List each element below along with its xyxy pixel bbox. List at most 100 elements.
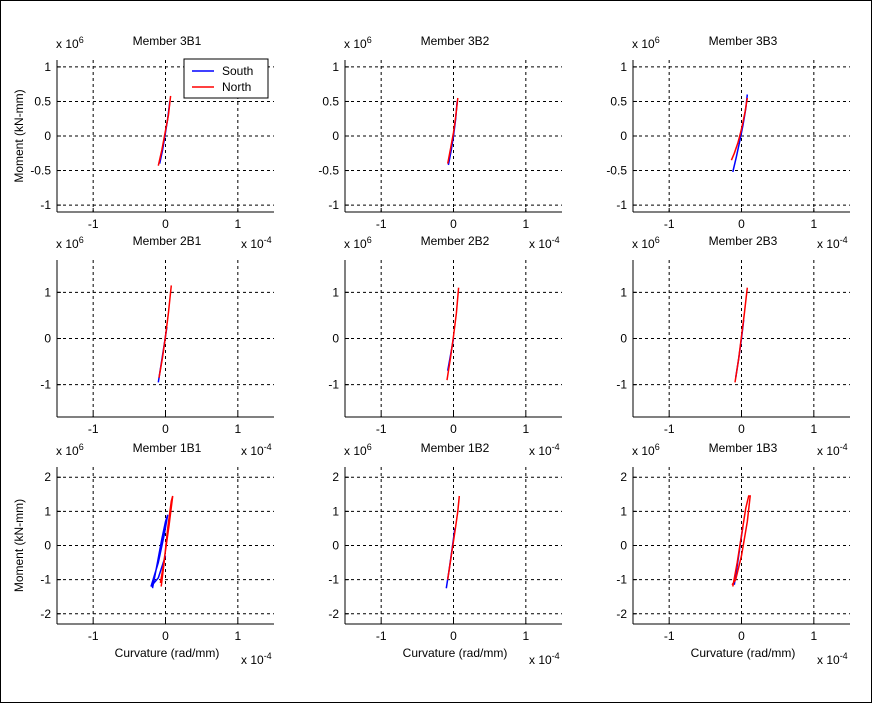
subplot-member-2b1: -1 0 1 -1 0 1 Member 2B1 x 106 x 10-4 bbox=[40, 234, 274, 436]
x-exponent-label: x 10-4 bbox=[529, 651, 560, 667]
x-axis-label: Curvature (rad/mm) bbox=[115, 646, 220, 660]
y-tick-label: 2 bbox=[44, 470, 51, 484]
y-tick-label: -1 bbox=[40, 198, 51, 212]
x-tick-label: 0 bbox=[162, 217, 169, 231]
y-tick-label: 0 bbox=[620, 332, 627, 346]
subplot-title: Member 3B1 bbox=[133, 34, 202, 48]
x-tick-label: -1 bbox=[664, 629, 675, 643]
x-tick-label: -1 bbox=[664, 217, 675, 231]
y-tick-label: 0 bbox=[44, 129, 51, 143]
y-tick-label: 1 bbox=[332, 285, 339, 299]
y-tick-label: -1 bbox=[616, 378, 627, 392]
y-exponent-label: x 106 bbox=[344, 235, 372, 251]
x-tick-label: 0 bbox=[450, 422, 457, 436]
y-tick-label: -1 bbox=[328, 378, 339, 392]
x-exponent-label: x 10-4 bbox=[817, 651, 848, 667]
series-line-south bbox=[150, 514, 169, 589]
series-line-north bbox=[731, 495, 752, 587]
x-tick-label: 1 bbox=[522, 217, 529, 231]
y-tick-label: 1 bbox=[620, 285, 627, 299]
x-tick-label: 1 bbox=[234, 422, 241, 436]
y-tick-label: 0 bbox=[44, 332, 51, 346]
series-line-north bbox=[730, 97, 749, 161]
subplot-title: Member 2B1 bbox=[133, 234, 202, 248]
subplot-title: Member 2B2 bbox=[421, 234, 490, 248]
y-tick-label: 0 bbox=[620, 129, 627, 143]
subplot-member-3b2: -1 0 1 -1 -0.5 0 0.5 1 Member 3B2 x 106 bbox=[318, 34, 562, 231]
x-tick-label: -1 bbox=[88, 422, 99, 436]
y-tick-label: -0.5 bbox=[606, 164, 627, 178]
y-tick-label: 1 bbox=[44, 60, 51, 74]
y-exponent-label: x 106 bbox=[56, 442, 84, 458]
x-tick-label: -1 bbox=[376, 217, 387, 231]
x-exponent-label: x 10-4 bbox=[817, 235, 848, 251]
y-tick-label: -2 bbox=[40, 607, 51, 621]
subplot-title: Member 2B3 bbox=[709, 234, 778, 248]
subplot-member-1b2: -1 0 1 -2 -1 0 1 2 Member 1B2 x 106 x 10-4 x 10-4 Cu… bbox=[328, 441, 562, 667]
y-tick-label: 1 bbox=[332, 504, 339, 518]
x-tick-label: 0 bbox=[738, 629, 745, 643]
subplot-member-2b3: -1 0 1 -1 0 1 Member 2B3 x 106 x 10-4 bbox=[616, 234, 850, 436]
series-line-north bbox=[158, 285, 173, 378]
y-exponent-label: x 106 bbox=[632, 442, 660, 458]
y-exponent-label: x 106 bbox=[344, 442, 372, 458]
x-tick-label: 1 bbox=[810, 422, 817, 436]
y-axis-label: Moment (kN-mm) bbox=[12, 89, 26, 182]
series-line-north bbox=[446, 495, 461, 580]
series-line-north bbox=[159, 495, 174, 587]
subplot-title: Member 1B1 bbox=[133, 441, 202, 455]
x-exponent-label: x 10-4 bbox=[241, 651, 272, 667]
x-tick-label: 1 bbox=[522, 422, 529, 436]
x-tick-label: 0 bbox=[450, 629, 457, 643]
y-tick-label: -0.5 bbox=[318, 164, 339, 178]
y-tick-label: 2 bbox=[332, 470, 339, 484]
y-tick-label: -1 bbox=[328, 198, 339, 212]
y-tick-label: 0.5 bbox=[34, 94, 51, 108]
x-tick-label: -1 bbox=[88, 217, 99, 231]
x-tick-label: -1 bbox=[376, 629, 387, 643]
y-tick-label: 1 bbox=[332, 60, 339, 74]
x-tick-label: 1 bbox=[522, 629, 529, 643]
y-tick-label: -1 bbox=[616, 198, 627, 212]
subplot-member-3b3: -1 0 1 -1 -0.5 0 0.5 1 Member 3B3 x 106 bbox=[606, 34, 850, 231]
x-tick-label: 0 bbox=[162, 422, 169, 436]
x-exponent-label: x 10-4 bbox=[529, 442, 560, 458]
x-exponent-label: x 10-4 bbox=[529, 235, 560, 251]
subplot-member-3b1: -1 0 1 -1 -0.5 0 0.5 1 Member 3B1 x 106 Moment (kN… bbox=[12, 34, 274, 231]
y-tick-label: 0 bbox=[44, 539, 51, 553]
y-tick-label: 0 bbox=[332, 539, 339, 553]
x-tick-label: 1 bbox=[234, 217, 241, 231]
x-tick-label: 1 bbox=[234, 629, 241, 643]
x-tick-label: 0 bbox=[162, 629, 169, 643]
subplot-title: Member 3B2 bbox=[421, 34, 490, 48]
x-tick-label: 1 bbox=[810, 629, 817, 643]
x-tick-label: 0 bbox=[738, 217, 745, 231]
y-tick-label: 0 bbox=[620, 539, 627, 553]
y-exponent-label: x 106 bbox=[56, 235, 84, 251]
x-tick-label: -1 bbox=[376, 422, 387, 436]
x-tick-label: 1 bbox=[810, 217, 817, 231]
y-tick-label: -0.5 bbox=[30, 164, 51, 178]
y-tick-label: -1 bbox=[40, 573, 51, 587]
y-tick-label: -1 bbox=[40, 378, 51, 392]
x-tick-label: 0 bbox=[738, 422, 745, 436]
y-tick-label: 1 bbox=[620, 504, 627, 518]
y-axis-label: Moment (kN-mm) bbox=[12, 499, 26, 592]
y-tick-label: -1 bbox=[616, 573, 627, 587]
subplot-title: Member 1B3 bbox=[709, 441, 778, 455]
x-tick-label: -1 bbox=[664, 422, 675, 436]
x-exponent-label: x 10-4 bbox=[241, 235, 272, 251]
y-tick-label: 0 bbox=[332, 129, 339, 143]
y-exponent-label: x 106 bbox=[344, 35, 372, 51]
y-exponent-label: x 106 bbox=[56, 35, 84, 51]
x-exponent-label: x 10-4 bbox=[817, 442, 848, 458]
subplot-title: Member 1B2 bbox=[421, 441, 490, 455]
y-tick-label: 1 bbox=[44, 285, 51, 299]
legend: South North bbox=[183, 58, 269, 99]
x-axis-label: Curvature (rad/mm) bbox=[403, 646, 508, 660]
x-tick-label: 0 bbox=[450, 217, 457, 231]
y-tick-label: 0 bbox=[332, 332, 339, 346]
y-tick-label: 0.5 bbox=[610, 94, 627, 108]
legend-label-north: North bbox=[222, 80, 251, 94]
